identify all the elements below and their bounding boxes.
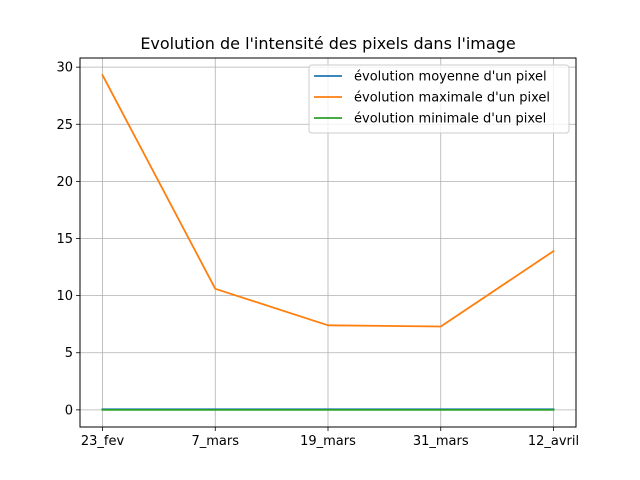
- y-tick-label: 0: [65, 403, 73, 418]
- legend-box: [308, 64, 570, 134]
- y-tick-label: 5: [65, 346, 73, 361]
- x-tick-label: 31_mars: [413, 434, 469, 449]
- legend: évolution moyenne d'un pixel évolution ma…: [308, 64, 570, 134]
- y-tick-label: 25: [56, 118, 73, 133]
- x-axis: 23_fev 7_mars 19_mars 31_mars 12_avril: [81, 427, 579, 449]
- y-tick-label: 30: [56, 61, 73, 76]
- y-axis: 0 5 10 15 20 25 30: [56, 61, 80, 418]
- x-tick-label: 19_mars: [300, 434, 356, 449]
- legend-label: évolution minimale d'un pixel: [354, 112, 546, 127]
- x-tick-label: 12_avril: [528, 434, 579, 449]
- series-line: [101, 73, 555, 328]
- legend-label: évolution moyenne d'un pixel: [354, 70, 547, 85]
- legend-label: évolution maximale d'un pixel: [354, 91, 550, 106]
- y-tick-label: 15: [56, 232, 73, 247]
- y-tick-label: 20: [56, 175, 73, 190]
- chart-title: Evolution de l'intensité des pixels dans…: [140, 34, 515, 53]
- x-tick-label: 7_mars: [191, 434, 239, 449]
- y-tick-label: 10: [56, 289, 73, 304]
- legend-entries: évolution moyenne d'un pixel évolution ma…: [314, 70, 550, 127]
- x-tick-label: 23_fev: [81, 434, 125, 449]
- series-lines: [101, 73, 555, 411]
